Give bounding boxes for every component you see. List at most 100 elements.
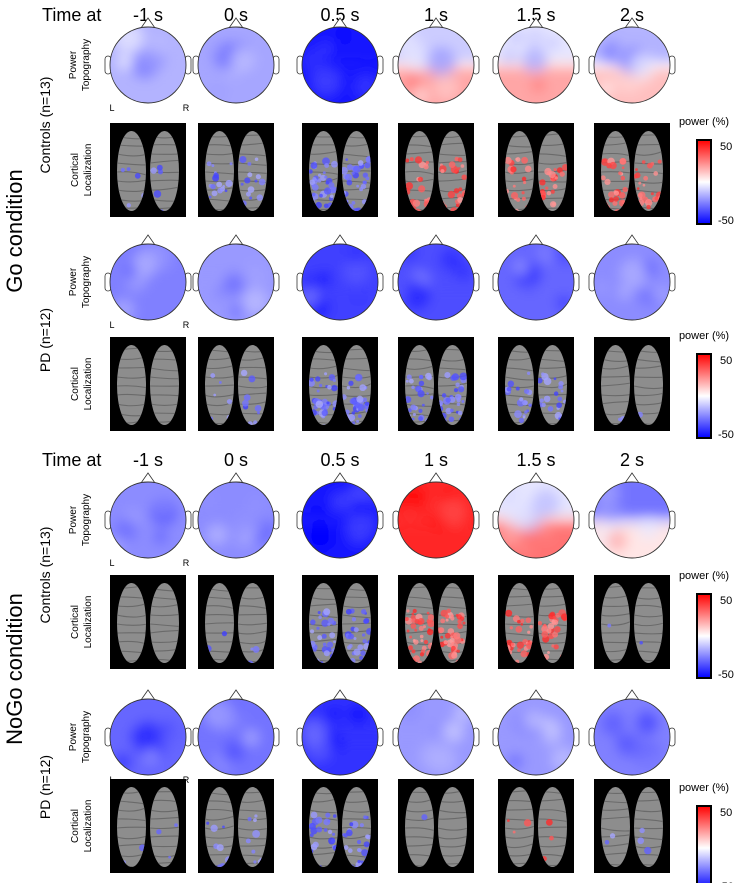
topography-map <box>192 17 280 104</box>
nose-marker <box>428 234 444 246</box>
colorbar-max-label: 50 <box>720 595 732 607</box>
head-outline <box>593 243 671 321</box>
group-label: PD (n=12) <box>37 755 53 819</box>
cortical-row-label: Cortical <box>70 153 81 187</box>
power-row-label: Power <box>68 505 79 534</box>
power-row-label: Topography <box>81 494 92 546</box>
head-outline <box>301 481 379 559</box>
time-point-label: 0.5 s <box>320 5 359 25</box>
cortical-map <box>498 779 574 873</box>
group-label: Controls (n=13) <box>37 77 53 174</box>
cortical-row-label: Cortical <box>70 605 81 639</box>
hemisphere-left-label: L <box>109 103 114 113</box>
nose-marker <box>624 472 640 484</box>
topography-map <box>492 234 580 321</box>
left-hemisphere <box>405 787 434 867</box>
head-outline <box>109 698 187 776</box>
colorbar-min-label: -50 <box>718 669 734 681</box>
left-hemisphere <box>117 583 146 663</box>
topography-map <box>492 689 580 776</box>
head-outline <box>301 26 379 104</box>
power-row-label: Power <box>68 267 79 296</box>
time-point-label: 2 s <box>620 450 644 470</box>
colorbar <box>696 805 712 883</box>
nose-marker <box>528 17 544 29</box>
head-outline <box>301 243 379 321</box>
topography-map <box>296 234 384 321</box>
cortical-map <box>594 123 670 217</box>
power-row-label: Power <box>68 722 79 751</box>
left-hemisphere <box>601 131 630 211</box>
nose-marker <box>428 689 444 701</box>
cortical-map <box>398 123 474 217</box>
time-point-label: 1 s <box>424 5 448 25</box>
colorbar-min-label: -50 <box>718 215 734 227</box>
power-row-label: Power <box>68 50 79 79</box>
topography-map <box>104 17 192 104</box>
topography-map <box>104 472 192 559</box>
colorbar-title: power (%) <box>679 330 729 342</box>
topography-map <box>392 234 480 321</box>
colorbar-min-label: -50 <box>718 881 734 883</box>
topography-map <box>588 17 676 104</box>
nose-marker <box>624 234 640 246</box>
cortical-map <box>498 575 574 669</box>
hemisphere-left-label: L <box>109 320 114 330</box>
cortical-map <box>198 575 274 669</box>
power-row-label: Topography <box>81 39 92 91</box>
head-outline <box>593 481 671 559</box>
head-outline <box>497 243 575 321</box>
hemisphere-right-label: R <box>183 103 190 113</box>
head-outline <box>109 481 187 559</box>
cortical-row-label: Cortical <box>70 367 81 401</box>
time-point-label: 2 s <box>620 5 644 25</box>
head-outline <box>197 698 275 776</box>
right-hemisphere <box>342 345 371 425</box>
topography-map <box>192 689 280 776</box>
colorbar-title: power (%) <box>679 782 729 794</box>
colorbar <box>696 139 712 225</box>
nose-marker <box>140 472 156 484</box>
nose-marker <box>528 689 544 701</box>
topography-map <box>588 234 676 321</box>
cortical-row-label: Localization <box>83 596 94 649</box>
nose-marker <box>332 689 348 701</box>
topography-map <box>296 472 384 559</box>
colorbar-min-label: -50 <box>718 429 734 441</box>
nose-marker <box>624 17 640 29</box>
time-point-label: 0.5 s <box>320 450 359 470</box>
group-label: PD (n=12) <box>37 308 53 372</box>
cortical-map <box>198 779 274 873</box>
cortical-row-label: Localization <box>83 800 94 853</box>
cortical-map <box>398 779 474 873</box>
nose-marker <box>140 234 156 246</box>
hemisphere-right-label: R <box>183 558 190 568</box>
head-outline <box>593 698 671 776</box>
topography-map <box>104 689 192 776</box>
power-row-label: Topography <box>81 711 92 763</box>
topography-map <box>392 689 480 776</box>
time-point-label: 0 s <box>224 450 248 470</box>
head-outline <box>301 698 379 776</box>
time-at-label: Time at <box>42 5 101 25</box>
cortical-map <box>498 337 574 431</box>
right-hemisphere <box>150 583 179 663</box>
head-outline <box>197 26 275 104</box>
nose-marker <box>428 17 444 29</box>
topography-map <box>296 689 384 776</box>
cortical-map <box>302 123 378 217</box>
nose-marker <box>228 234 244 246</box>
hemisphere-right-label: R <box>183 775 190 785</box>
cortical-row-label: Localization <box>83 358 94 411</box>
nose-marker <box>332 234 348 246</box>
nose-marker <box>332 17 348 29</box>
topography-map <box>296 17 384 104</box>
nose-marker <box>332 472 348 484</box>
time-point-label: 0 s <box>224 5 248 25</box>
head-outline <box>397 26 475 104</box>
head-outline <box>593 26 671 104</box>
cortical-map <box>110 575 186 669</box>
time-point-label: 1 s <box>424 450 448 470</box>
cortical-map <box>398 337 474 431</box>
